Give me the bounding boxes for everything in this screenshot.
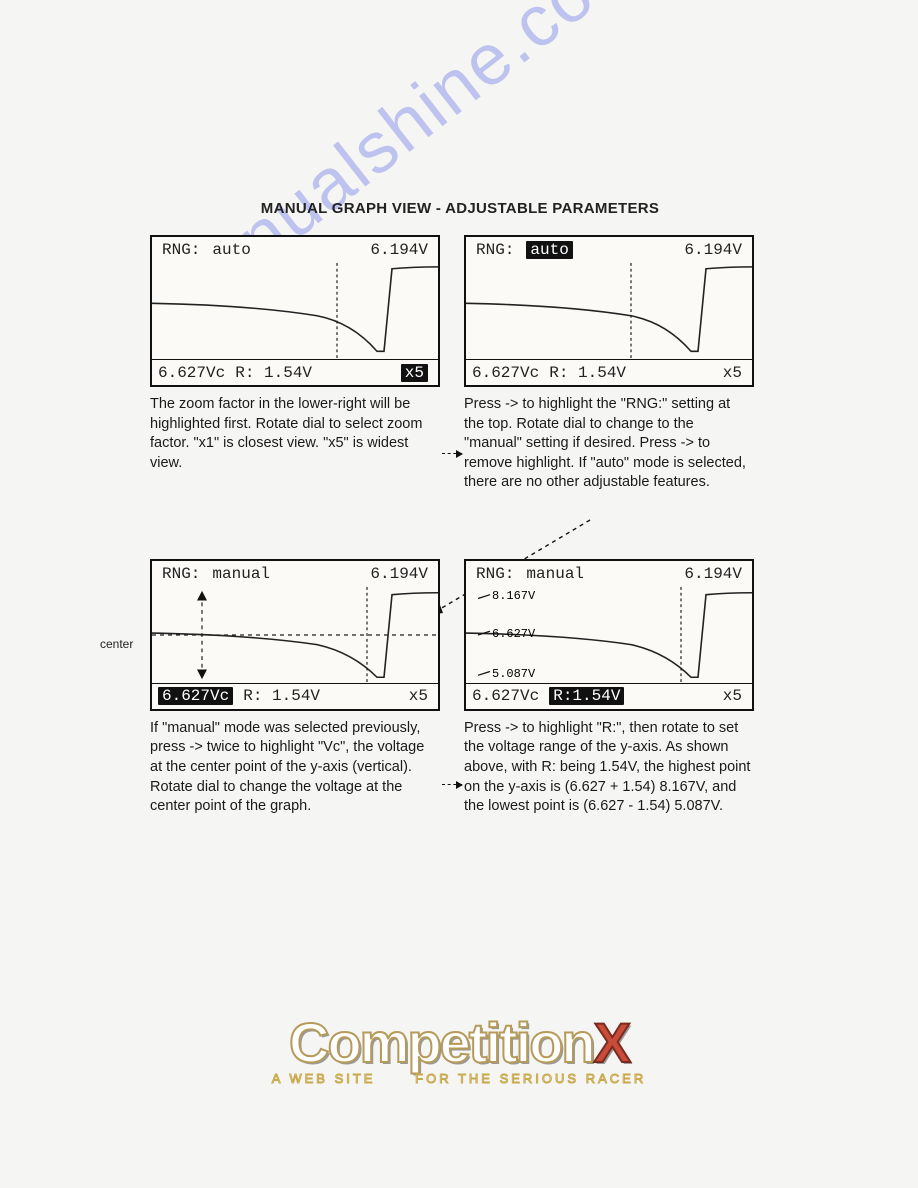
rng-value[interactable]: auto <box>526 241 572 259</box>
arrow-1-to-2 <box>442 453 462 454</box>
panel-4-col: RNG: manual 6.194V 8.167V 6.627V 5.087V <box>464 559 754 817</box>
tagline: A WEB SITE FOR THE SERIOUS RACER <box>0 1071 918 1086</box>
graph-3 <box>152 587 438 683</box>
graph-1 <box>152 263 438 359</box>
panel-1: RNG: auto 6.194V 6.627Vc R: 1.54V x5 <box>150 235 440 387</box>
rng-label: RNG: <box>162 565 200 583</box>
logo-text: CompetitionX <box>0 1010 918 1075</box>
r-value[interactable]: R:1.54V <box>549 687 624 705</box>
rng-label: RNG: <box>476 565 514 583</box>
panel-3-bottom: 6.627Vc R: 1.54V x5 <box>152 683 438 709</box>
row-2: center RNG: manual 6.194V <box>150 559 770 817</box>
rng-label: RNG: <box>162 241 200 259</box>
panel-3-col: center RNG: manual 6.194V <box>150 559 440 817</box>
logo-word: Competition <box>289 1011 594 1074</box>
vc-value: 6.627Vc <box>472 687 539 705</box>
volt-reading: 6.194V <box>370 565 428 583</box>
zoom-value: x5 <box>723 687 742 705</box>
arrow-3-to-4 <box>442 784 462 785</box>
vc-value[interactable]: 6.627Vc <box>158 687 233 705</box>
panel-3-top: RNG: manual 6.194V <box>152 561 438 587</box>
panel-1-top: RNG: auto 6.194V <box>152 237 438 263</box>
rng-label: RNG: <box>476 241 514 259</box>
zoom-value: x5 <box>409 687 428 705</box>
page-content: MANUAL GRAPH VIEW - ADJUSTABLE PARAMETER… <box>150 200 770 823</box>
panel-4-top: RNG: manual 6.194V <box>466 561 752 587</box>
rng-value: manual <box>212 565 270 583</box>
zoom-value: x5 <box>723 364 742 382</box>
caption-2: Press -> to highlight the "RNG:" setting… <box>464 395 754 493</box>
panel-4-bottom: 6.627Vc R:1.54V x5 <box>466 683 752 709</box>
panel-2-col: RNG: auto 6.194V 6.627Vc R: 1.54V x5 Pre… <box>464 235 754 493</box>
caption-3: If "manual" mode was selected previously… <box>150 719 440 817</box>
caption-1: The zoom factor in the lower-right will … <box>150 395 440 473</box>
row-1: RNG: auto 6.194V 6.627Vc R: 1.54V x5 The… <box>150 235 770 493</box>
panel-4: RNG: manual 6.194V 8.167V 6.627V 5.087V <box>464 559 754 711</box>
ylabel-mid: 6.627V <box>492 627 535 641</box>
rng-value: manual <box>526 565 584 583</box>
vc-value: 6.627Vc <box>158 364 225 382</box>
graph-2 <box>466 263 752 359</box>
rng-value: auto <box>212 241 250 259</box>
footer-logo: CompetitionX A WEB SITE FOR THE SERIOUS … <box>0 1010 918 1086</box>
panel-1-col: RNG: auto 6.194V 6.627Vc R: 1.54V x5 The… <box>150 235 440 493</box>
volt-reading: 6.194V <box>684 565 742 583</box>
logo-x: X <box>594 1011 629 1074</box>
vc-value: 6.627Vc <box>472 364 539 382</box>
tagline-left: A WEB SITE <box>272 1071 376 1086</box>
ylabel-bot: 5.087V <box>492 667 535 681</box>
r-value: R: 1.54V <box>549 364 626 382</box>
volt-reading: 6.194V <box>370 241 428 259</box>
tagline-right: FOR THE SERIOUS RACER <box>415 1071 646 1086</box>
caption-4: Press -> to highlight "R:", then rotate … <box>464 719 754 817</box>
r-value: R: 1.54V <box>243 687 320 705</box>
panel-2: RNG: auto 6.194V 6.627Vc R: 1.54V x5 <box>464 235 754 387</box>
center-label: center <box>100 637 133 651</box>
ylabel-top: 8.167V <box>492 589 535 603</box>
panel-3: RNG: manual 6.194V 6.627Vc <box>150 559 440 711</box>
panel-2-bottom: 6.627Vc R: 1.54V x5 <box>466 359 752 385</box>
graph-4: 8.167V 6.627V 5.087V <box>466 587 752 683</box>
panel-2-top: RNG: auto 6.194V <box>466 237 752 263</box>
page-title: MANUAL GRAPH VIEW - ADJUSTABLE PARAMETER… <box>150 200 770 217</box>
volt-reading: 6.194V <box>684 241 742 259</box>
zoom-value[interactable]: x5 <box>401 364 428 382</box>
panel-1-bottom: 6.627Vc R: 1.54V x5 <box>152 359 438 385</box>
r-value: R: 1.54V <box>235 364 312 382</box>
